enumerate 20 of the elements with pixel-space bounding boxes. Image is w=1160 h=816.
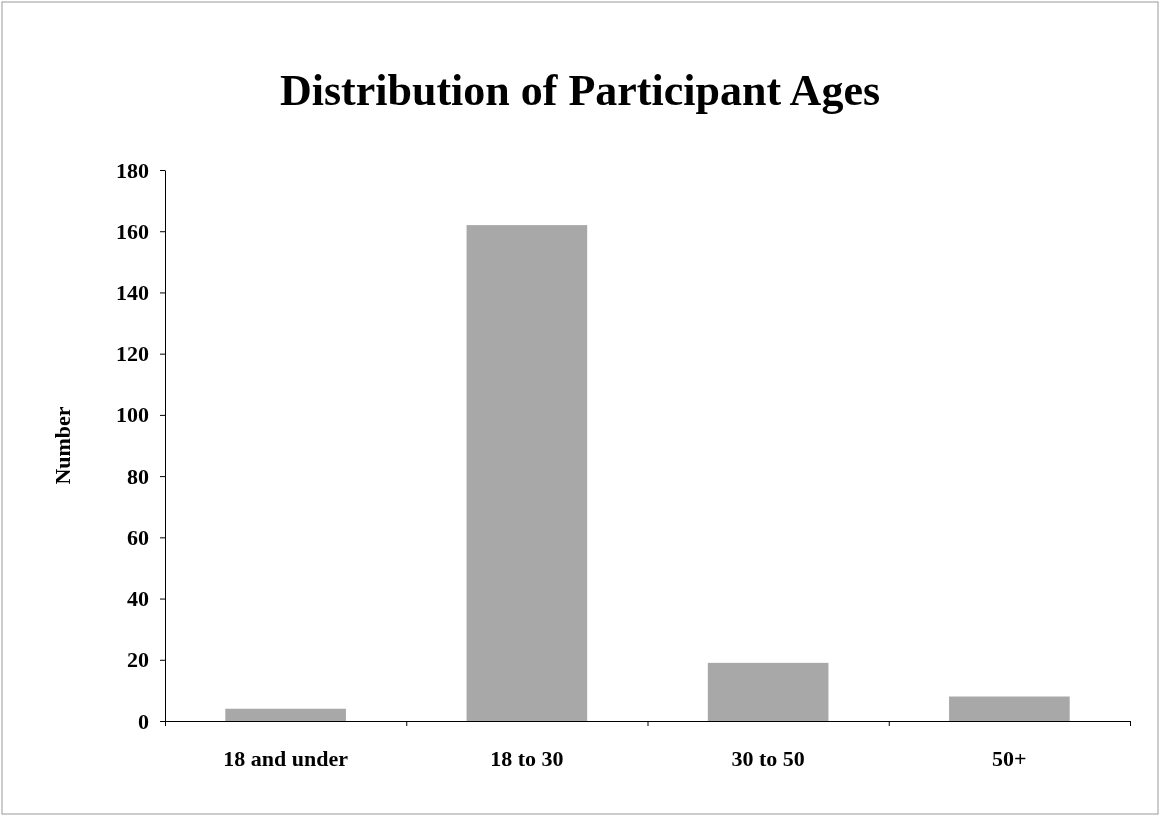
- bar: [707, 662, 829, 721]
- y-tick-label: 40: [127, 586, 149, 612]
- y-tick-label: 160: [116, 218, 149, 244]
- y-tick-label: 120: [116, 341, 149, 367]
- y-axis-title: Number: [50, 406, 75, 485]
- x-tick-label: 30 to 50: [731, 746, 805, 771]
- bar: [225, 708, 346, 721]
- y-tick-label: 0: [138, 708, 149, 734]
- x-tick-label: 18 to 30: [490, 746, 564, 771]
- y-tick-label: 80: [127, 463, 149, 489]
- chart-title: Distribution of Participant Ages: [279, 66, 881, 115]
- y-tick-label: 140: [116, 279, 149, 305]
- y-tick-label: 20: [127, 647, 149, 673]
- bar: [466, 225, 588, 721]
- y-tick-label: 100: [116, 402, 149, 428]
- bar: [949, 696, 1070, 721]
- x-tick-label: 50+: [992, 746, 1027, 771]
- y-tick-label: 180: [116, 157, 149, 183]
- y-tick-label: 60: [127, 524, 149, 550]
- x-tick-label: 18 and under: [223, 746, 349, 771]
